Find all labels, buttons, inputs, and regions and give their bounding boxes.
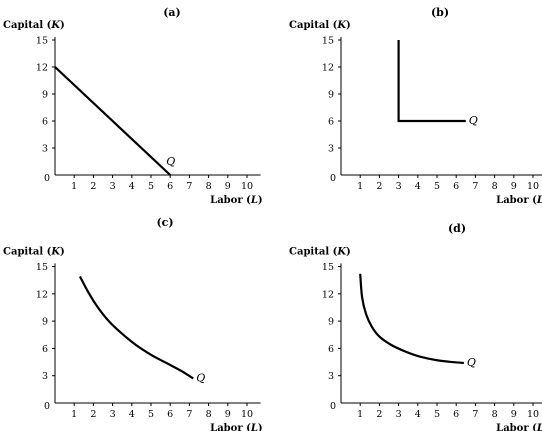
y-tick-label-a: 9: [42, 90, 48, 101]
y-tick-label-c: 12: [36, 289, 48, 300]
curve-label-a: Q: [166, 155, 175, 168]
x-tick-label-b: 9: [511, 181, 517, 192]
x-tick-label-b: 1: [357, 181, 363, 192]
x-tick-label-d: 7: [472, 409, 478, 420]
x-tick-label-d: 10: [527, 409, 539, 420]
x-tick-label-c: 5: [148, 409, 154, 420]
isoquant-curve-c: [78, 275, 194, 380]
panel-title-b: (b): [431, 6, 449, 19]
x-axis-title-c: Labor (L): [210, 423, 262, 431]
panel-title-c: (c): [156, 216, 173, 229]
x-tick-label-d: 8: [492, 409, 498, 420]
x-tick-label-c: 1: [71, 409, 77, 420]
x-tick-label-d: 6: [453, 409, 459, 420]
x-tick-label-b: 3: [396, 181, 402, 192]
x-tick-label-c: 10: [241, 409, 253, 420]
x-tick-label-c: 9: [225, 409, 231, 420]
curve-label-b: Q: [469, 114, 478, 127]
y-tick-label-a: 15: [36, 36, 48, 47]
y-tick-label-b: 15: [322, 36, 334, 47]
x-tick-label-c: 0: [44, 401, 50, 412]
y-tick-label-a: 12: [36, 63, 48, 74]
y-tick-label-a: 3: [42, 144, 48, 155]
x-tick-label-b: 10: [527, 181, 539, 192]
x-axis-title-b: Labor (L): [496, 195, 542, 206]
x-tick-label-d: 1: [357, 409, 363, 420]
y-tick-label-c: 9: [42, 317, 48, 328]
x-tick-label-a: 0: [44, 173, 50, 184]
x-tick-label-a: 3: [110, 181, 116, 192]
x-tick-label-a: 5: [148, 181, 154, 192]
x-tick-label-d: 5: [434, 409, 440, 420]
isoquant-curve-b: [397, 40, 466, 123]
y-tick-label-d: 6: [328, 344, 334, 355]
x-tick-label-d: 9: [511, 409, 517, 420]
x-tick-label-a: 6: [167, 181, 173, 192]
x-tick-label-b: 6: [453, 181, 459, 192]
x-tick-label-a: 9: [225, 181, 231, 192]
curve-label-c: Q: [196, 371, 205, 384]
isoquant-curve-a: [54, 66, 171, 176]
x-tick-label-c: 2: [90, 409, 96, 420]
x-tick-label-d: 4: [415, 409, 421, 420]
y-tick-label-d: 9: [328, 317, 334, 328]
x-tick-label-c: 4: [129, 409, 135, 420]
y-tick-label-b: 9: [328, 90, 334, 101]
x-tick-label-c: 6: [167, 409, 173, 420]
x-tick-label-b: 0: [330, 173, 336, 184]
x-axis-title-d: Labor (L): [496, 423, 542, 431]
y-tick-label-b: 3: [328, 144, 334, 155]
x-tick-label-b: 8: [492, 181, 498, 192]
y-tick-label-b: 12: [322, 63, 334, 74]
x-tick-label-d: 3: [396, 409, 402, 420]
y-tick-label-b: 6: [328, 117, 334, 128]
x-tick-label-a: 10: [241, 181, 253, 192]
x-axis-title-a: Labor (L): [210, 195, 262, 206]
panel-title-a: (a): [163, 6, 181, 19]
x-tick-label-b: 5: [434, 181, 440, 192]
isoquant-curve-d: [359, 273, 464, 365]
y-tick-label-d: 15: [322, 262, 334, 273]
y-tick-label-a: 6: [42, 117, 48, 128]
x-tick-label-a: 4: [129, 181, 135, 192]
y-axis-title-c: Capital (K): [3, 246, 65, 257]
x-tick-label-a: 2: [90, 181, 96, 192]
curve-label-d: Q: [467, 356, 476, 369]
y-axis-title-d: Capital (K): [289, 246, 351, 257]
x-tick-label-a: 8: [206, 181, 212, 192]
y-tick-label-c: 6: [42, 344, 48, 355]
x-tick-label-a: 7: [186, 181, 192, 192]
x-tick-label-b: 7: [472, 181, 478, 192]
x-tick-label-a: 1: [71, 181, 77, 192]
y-tick-label-d: 3: [328, 371, 334, 382]
panel-title-d: (d): [448, 222, 466, 235]
x-tick-label-c: 8: [206, 409, 212, 420]
x-tick-label-b: 2: [376, 181, 382, 192]
x-tick-label-c: 7: [186, 409, 192, 420]
x-tick-label-c: 3: [110, 409, 116, 420]
y-axis-title-a: Capital (K): [3, 20, 65, 31]
x-tick-label-d: 0: [330, 401, 336, 412]
y-tick-label-d: 12: [322, 289, 334, 300]
x-tick-label-d: 2: [376, 409, 382, 420]
x-tick-label-b: 4: [415, 181, 421, 192]
y-tick-label-c: 3: [42, 371, 48, 382]
y-axis-title-b: Capital (K): [289, 20, 351, 31]
y-tick-label-c: 15: [36, 262, 48, 273]
